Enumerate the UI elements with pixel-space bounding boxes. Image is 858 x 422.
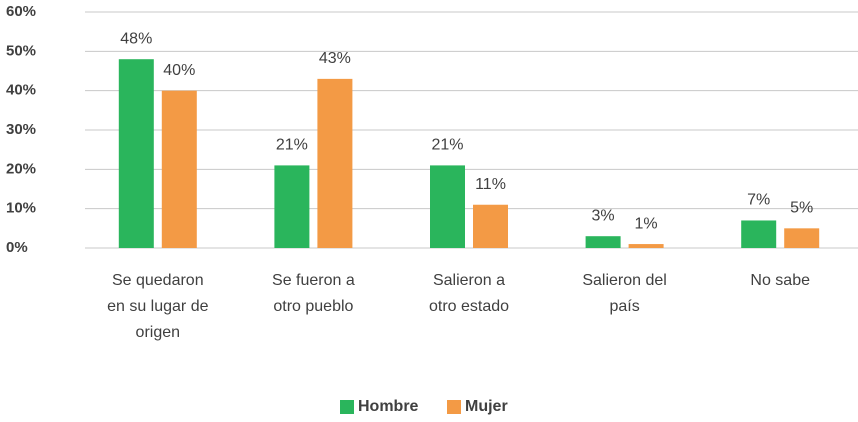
data-label: 48% [120, 30, 152, 47]
y-tick-label: 10% [6, 200, 36, 217]
x-tick-label: No sabe [750, 272, 810, 289]
data-label: 21% [431, 137, 463, 154]
bar [784, 228, 820, 248]
data-label: 21% [276, 137, 308, 154]
y-tick-label: 20% [6, 160, 36, 177]
bar [118, 59, 154, 249]
data-label: 1% [635, 215, 658, 232]
y-tick-label: 60% [6, 3, 36, 20]
bar [628, 244, 664, 248]
bar [473, 204, 508, 248]
legend-label: Hombre [358, 398, 419, 415]
bar [317, 78, 353, 248]
legend-swatch [340, 400, 354, 414]
bar [274, 165, 310, 248]
x-tick-label: Se quedaron en su lugar de origen [107, 272, 209, 341]
legend-label: Mujer [465, 398, 508, 415]
y-tick-label: 30% [6, 121, 36, 138]
bar [585, 236, 621, 248]
legend-item: Mujer [447, 398, 508, 416]
data-label: 11% [475, 176, 506, 193]
data-label: 3% [592, 207, 615, 224]
x-tick-label: Salieron del país [582, 272, 667, 315]
y-tick-label: 40% [6, 82, 36, 99]
y-tick-label: 50% [6, 42, 36, 59]
bar [741, 220, 777, 248]
data-label: 7% [747, 192, 770, 209]
x-tick-label: Se fueron a otro pueblo [272, 272, 355, 315]
legend-item: Hombre [340, 398, 418, 416]
legend-swatch [447, 400, 461, 414]
data-label: 40% [163, 62, 195, 79]
data-label: 5% [790, 200, 813, 217]
data-label: 43% [319, 50, 351, 67]
bar [161, 90, 197, 249]
bar [430, 165, 465, 248]
x-tick-label: Salieron a otro estado [428, 272, 510, 315]
y-tick-label: 0% [6, 239, 28, 256]
